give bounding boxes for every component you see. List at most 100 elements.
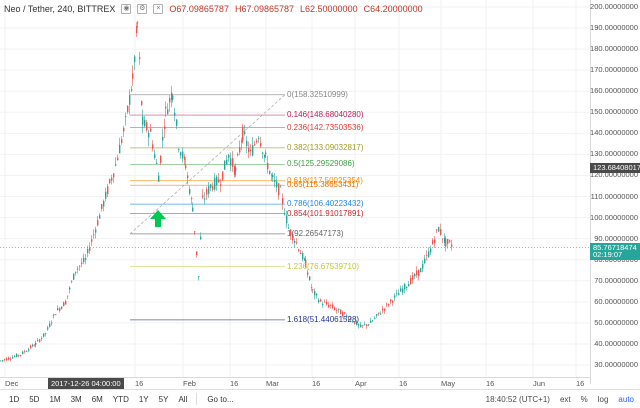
candle-body — [97, 220, 99, 226]
fib-level-label: 0.786(106.40223432) — [287, 199, 364, 209]
candle-body — [144, 119, 146, 127]
clock-label[interactable]: 18:40:52 (UTC+1) — [485, 395, 550, 404]
candle-body — [328, 304, 330, 308]
candle-body — [280, 186, 282, 188]
candle-body — [380, 313, 382, 315]
candle-body — [4, 359, 6, 361]
candle-body — [167, 109, 169, 115]
candle-body — [248, 148, 250, 153]
candle-body — [311, 287, 313, 289]
auto-toggle[interactable]: auto — [618, 395, 634, 404]
candle-body — [222, 171, 224, 180]
price-tick-label: 100.00000000 — [590, 212, 638, 222]
candle-body — [146, 122, 148, 131]
candle-body — [117, 157, 119, 161]
candle-body — [55, 314, 57, 316]
candle-body — [234, 166, 236, 176]
candle-body — [326, 302, 328, 305]
price-chart[interactable] — [0, 0, 590, 377]
ext-toggle[interactable]: ext — [559, 395, 571, 404]
time-tick-label: 16 — [486, 379, 495, 388]
candle-body — [252, 145, 254, 156]
range-button-5y[interactable]: 5Y — [158, 394, 169, 404]
candle-body — [87, 249, 89, 253]
fib-level-label: 0.236(142.73503536) — [287, 122, 364, 132]
candle-body — [394, 295, 396, 298]
candle-body — [20, 355, 22, 356]
price-tick-label: 50.00000000 — [594, 317, 638, 327]
candle-body — [264, 154, 266, 158]
candle-body — [51, 322, 53, 324]
candle-body — [332, 304, 334, 308]
range-buttons: 1D 5D 1M 3M 6M YTD 1Y 5Y All — [0, 395, 192, 404]
fib-level-label: 0.854(101.91017891) — [287, 208, 364, 218]
range-button-1y[interactable]: 1Y — [138, 394, 149, 404]
candle-body — [342, 311, 344, 317]
candle-body — [350, 318, 352, 321]
candle-body — [288, 227, 290, 229]
range-button-5d[interactable]: 5D — [29, 394, 40, 404]
candle-body — [376, 314, 378, 316]
candle-body — [271, 174, 273, 176]
range-button-ytd[interactable]: YTD — [112, 394, 129, 404]
range-button-all[interactable]: All — [178, 394, 188, 404]
candle-body — [260, 142, 262, 147]
range-button-6m[interactable]: 6M — [91, 394, 103, 404]
bottom-toolbar: 1D 5D 1M 3M 6M YTD 1Y 5Y All Go to... 18:40:52 (… — [0, 389, 640, 408]
candle-body — [169, 98, 171, 103]
candle-body — [272, 175, 274, 178]
candle-body — [392, 300, 394, 303]
candle-body — [346, 315, 348, 318]
candle-body — [200, 236, 202, 240]
candle-body — [444, 237, 446, 243]
candle-body — [136, 26, 138, 34]
candle-body — [322, 303, 324, 305]
candle-body — [162, 136, 164, 141]
candle-body — [67, 295, 69, 297]
candle-body — [71, 281, 73, 283]
candle-body — [220, 184, 222, 186]
close-icon[interactable]: × — [153, 4, 164, 14]
candle-body — [0, 360, 2, 362]
candle-body — [262, 152, 264, 154]
candle-body — [436, 229, 438, 231]
candle-body — [426, 254, 428, 256]
price-tick-label: 60.00000000 — [594, 296, 638, 306]
chart-area[interactable]: Neo / Tether, 240, BITTREX ◉ ⚙ × O67.098… — [0, 0, 590, 384]
candle-body — [142, 116, 144, 125]
time-tick-label: Dec — [5, 379, 19, 388]
candle-body — [382, 308, 384, 311]
candle-body — [370, 320, 372, 323]
price-tick-label: 110.00000000 — [590, 191, 638, 201]
range-button-3m[interactable]: 3M — [70, 394, 82, 404]
eye-icon[interactable]: ◉ — [121, 4, 132, 14]
range-button-1m[interactable]: 1M — [49, 394, 61, 404]
goto-button[interactable]: Go to... — [207, 394, 234, 404]
candle-body — [348, 318, 350, 320]
candle-body — [16, 353, 18, 357]
chart-controls: 18:40:52 (UTC+1) ext % log auto — [486, 390, 640, 408]
candle-body — [141, 101, 143, 105]
time-axis[interactable]: Dec 16 Feb 16 Mar 16 Apr 16 May 16 Jun 16 2017-12-26… — [0, 377, 590, 389]
range-button-1d[interactable]: 1D — [9, 394, 20, 404]
candle-body — [447, 239, 449, 244]
candle-body — [330, 304, 332, 306]
log-toggle[interactable]: log — [597, 395, 609, 404]
candle-body — [388, 304, 390, 306]
candle-body — [440, 229, 442, 235]
price-axis[interactable]: 200.00000000 190.00000000 180.00000000 170.… — [590, 0, 640, 384]
candle-body — [83, 257, 85, 263]
candle-body — [398, 293, 400, 296]
candle-body — [246, 140, 248, 147]
gear-icon[interactable]: ⚙ — [137, 4, 148, 14]
candle-body — [30, 345, 32, 349]
candle-body — [28, 349, 30, 351]
cursor-time-badge: 2017-12-26 04:00:00 — [48, 378, 124, 389]
percent-toggle[interactable]: % — [580, 395, 588, 404]
fib-level-label: 0.65(115.38653431) — [287, 180, 359, 190]
price-tick-label: 190.00000000 — [590, 23, 638, 33]
time-tick-label: May — [441, 379, 456, 388]
high-value: H67.09865787 — [234, 4, 295, 14]
candle-body — [91, 239, 93, 242]
candle-body — [278, 183, 280, 196]
